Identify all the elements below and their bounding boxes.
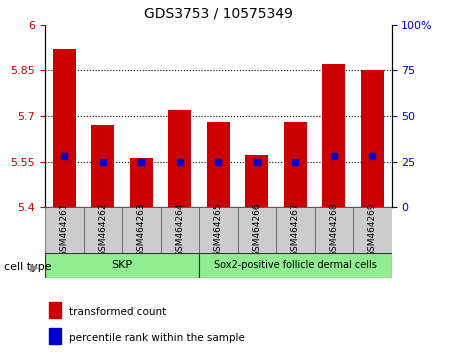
Bar <box>353 207 392 253</box>
Bar <box>276 207 315 253</box>
Text: Sox2-positive follicle dermal cells: Sox2-positive follicle dermal cells <box>214 261 377 270</box>
Bar <box>168 110 191 207</box>
Bar <box>161 207 199 253</box>
Text: GSM464267: GSM464267 <box>291 203 300 257</box>
Text: percentile rank within the sample: percentile rank within the sample <box>69 332 245 343</box>
Bar <box>49 328 61 343</box>
Text: ▶: ▶ <box>30 262 38 272</box>
Title: GDS3753 / 10575349: GDS3753 / 10575349 <box>144 7 292 21</box>
Bar <box>122 207 161 253</box>
Bar <box>49 302 61 318</box>
Bar <box>199 253 392 278</box>
Bar <box>315 207 353 253</box>
Bar <box>245 155 268 207</box>
Bar <box>207 122 230 207</box>
Text: cell type: cell type <box>4 262 52 272</box>
Bar <box>84 207 122 253</box>
Text: transformed count: transformed count <box>69 307 166 317</box>
Text: GSM464264: GSM464264 <box>175 203 184 257</box>
Text: GSM464262: GSM464262 <box>98 203 107 257</box>
Bar <box>238 207 276 253</box>
Text: GSM464268: GSM464268 <box>329 203 338 257</box>
Text: GSM464261: GSM464261 <box>60 203 69 257</box>
Text: SKP: SKP <box>112 261 133 270</box>
Bar <box>199 207 238 253</box>
Bar <box>284 122 307 207</box>
Text: GSM464265: GSM464265 <box>214 203 223 257</box>
Text: GSM464263: GSM464263 <box>137 203 146 257</box>
Bar <box>322 64 345 207</box>
Bar <box>361 70 384 207</box>
Bar <box>45 253 199 278</box>
Text: GSM464269: GSM464269 <box>368 203 377 257</box>
Bar <box>130 159 153 207</box>
Bar <box>53 49 76 207</box>
Bar <box>45 207 84 253</box>
Bar <box>91 125 114 207</box>
Text: GSM464266: GSM464266 <box>252 203 261 257</box>
